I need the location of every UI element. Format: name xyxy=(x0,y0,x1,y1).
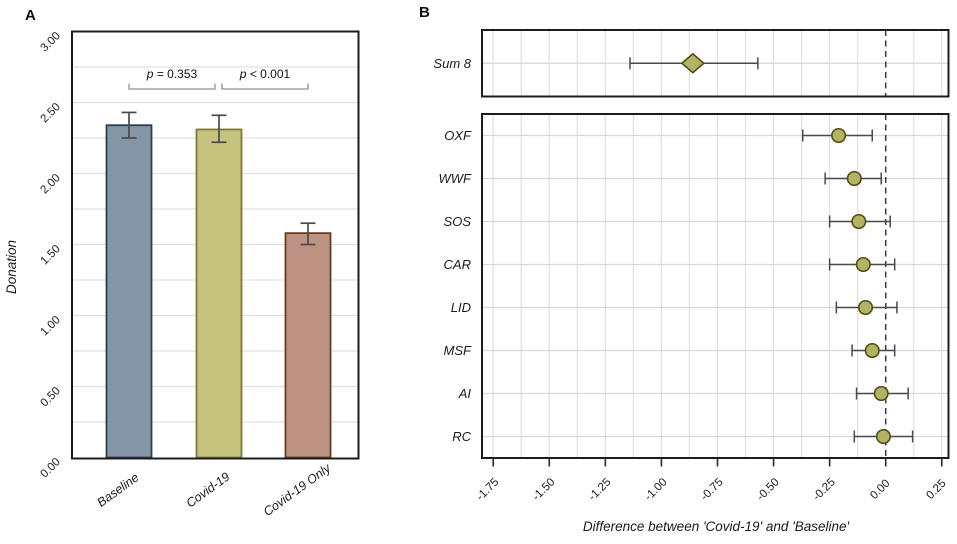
significance-bracket-1 xyxy=(221,83,309,90)
row-label-lid: LID xyxy=(451,300,471,315)
y-tick-label-0.00: 0.00 xyxy=(39,456,63,480)
x-tick-label--1.50: -1.50 xyxy=(530,476,557,503)
x-tick-label--1.25: -1.25 xyxy=(587,476,614,503)
x-category-label-baseline: Baseline xyxy=(94,470,141,510)
panel-a-label: A xyxy=(25,7,36,24)
row-label-ai: AI xyxy=(458,386,472,401)
panel-a-border xyxy=(71,30,360,460)
x-tick-label--1.75: -1.75 xyxy=(474,476,501,503)
marker-circle-sos xyxy=(851,213,867,230)
panel-b-items-border xyxy=(481,113,950,459)
row-label-sos: SOS xyxy=(444,214,472,229)
row-label-sum-8: Sum 8 xyxy=(433,56,471,71)
panel-a-bar-chart: p = 0.353 p < 0.001 0.00 0.50 1.00 1.50 2.00 2.… xyxy=(39,30,360,519)
x-category-label-covid-19: Covid-19 xyxy=(184,470,233,511)
bar-baseline xyxy=(105,124,153,459)
bar-covid-19 xyxy=(195,128,243,459)
panel-b-label: B xyxy=(419,4,430,21)
x-tick-label--0.25: -0.25 xyxy=(811,476,838,503)
row-label-rc: RC xyxy=(452,429,471,444)
x-tick-label-0.25: 0.25 xyxy=(924,478,948,502)
error-bar-baseline xyxy=(121,111,137,139)
panel-b-summary-border xyxy=(481,29,950,98)
x-tick-label-0.00: 0.00 xyxy=(868,478,892,502)
y-tick-label-0.50: 0.50 xyxy=(39,385,63,409)
x-tick-label--0.50: -0.50 xyxy=(755,476,782,503)
y-tick-label-1.50: 1.50 xyxy=(39,243,63,267)
y-tick-label-3.00: 3.00 xyxy=(39,30,63,54)
marker-circle-oxf xyxy=(831,127,847,144)
row-label-oxf: OXF xyxy=(444,128,472,143)
marker-circle-wwf xyxy=(846,170,862,187)
bar-covid-19-only xyxy=(284,232,332,459)
marker-diamond-sum-8 xyxy=(680,52,706,74)
x-category-label-covid-19-only: Covid-19 Only xyxy=(261,461,334,519)
marker-circle-car xyxy=(855,256,871,273)
x-axis-title-difference: Difference between 'Covid-19' and 'Basel… xyxy=(583,519,850,534)
y-axis-title-donation: Donation xyxy=(4,240,19,294)
row-label-msf: MSF xyxy=(444,343,473,358)
row-label-wwf: WWF xyxy=(439,171,473,186)
x-tick-label--1.00: -1.00 xyxy=(643,476,670,503)
row-label-car: CAR xyxy=(444,257,471,272)
p-value-label-1: p < 0.001 xyxy=(239,67,291,81)
significance-bracket-0 xyxy=(128,83,216,90)
x-tick-label--0.75: -0.75 xyxy=(699,476,726,503)
marker-circle-rc xyxy=(875,428,892,445)
error-bar-covid-19-only xyxy=(300,222,316,246)
marker-circle-msf xyxy=(864,342,880,359)
y-tick-label-1.00: 1.00 xyxy=(39,314,63,338)
marker-circle-ai xyxy=(873,385,889,402)
panel-b-forest-chart: -1.75 -1.50 -1.25 -1.00 -0.75 -0.50 -0.25 0.00 0… xyxy=(433,29,950,503)
y-tick-label-2.50: 2.50 xyxy=(39,101,63,125)
y-tick-label-2.00: 2.00 xyxy=(39,172,63,196)
p-value-label-0: p = 0.353 xyxy=(146,67,198,81)
marker-circle-lid xyxy=(857,299,874,316)
error-bar-covid-19 xyxy=(211,114,227,144)
